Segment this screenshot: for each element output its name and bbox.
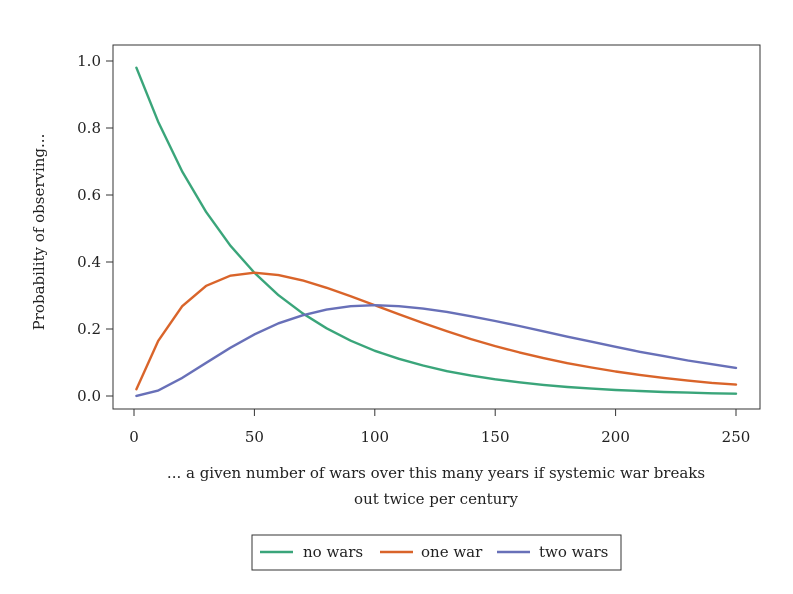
x-tick-label: 150: [481, 428, 510, 446]
legend-label-no-wars: no wars: [303, 543, 363, 561]
series-line-no-wars: [135, 66, 738, 395]
y-axis: 0.0 0.2 0.4 0.6 0.8 1.0: [77, 52, 113, 405]
series-line-two-wars: [135, 304, 738, 398]
series-lines: [135, 66, 738, 398]
legend-box: [251, 534, 622, 571]
x-tick-label: 100: [360, 428, 389, 446]
legend-label-one-war: one war: [421, 543, 483, 561]
x-axis: 0 50 100 150 200 250: [129, 409, 750, 446]
y-tick-label: 0.4: [77, 253, 101, 271]
y-tick-label: 0.0: [77, 387, 101, 405]
plot-frame: [112, 44, 761, 410]
y-axis-title: Probability of observing...: [30, 134, 48, 331]
y-tick-label: 1.0: [77, 52, 101, 70]
x-tick-label: 50: [245, 428, 264, 446]
legend-label-two-wars: two wars: [539, 543, 608, 561]
legend: no wars one war two wars: [251, 534, 622, 571]
y-tick-label: 0.2: [77, 320, 101, 338]
series-line-one-war: [135, 271, 738, 391]
x-tick-label: 0: [129, 428, 139, 446]
x-tick-label: 200: [601, 428, 630, 446]
x-tick-label: 250: [722, 428, 751, 446]
y-tick-label: 0.6: [77, 186, 101, 204]
y-tick-label: 0.8: [77, 119, 101, 137]
x-axis-title-line-2: out twice per century: [354, 490, 518, 508]
x-axis-title-line-1: ... a given number of wars over this man…: [167, 464, 705, 482]
